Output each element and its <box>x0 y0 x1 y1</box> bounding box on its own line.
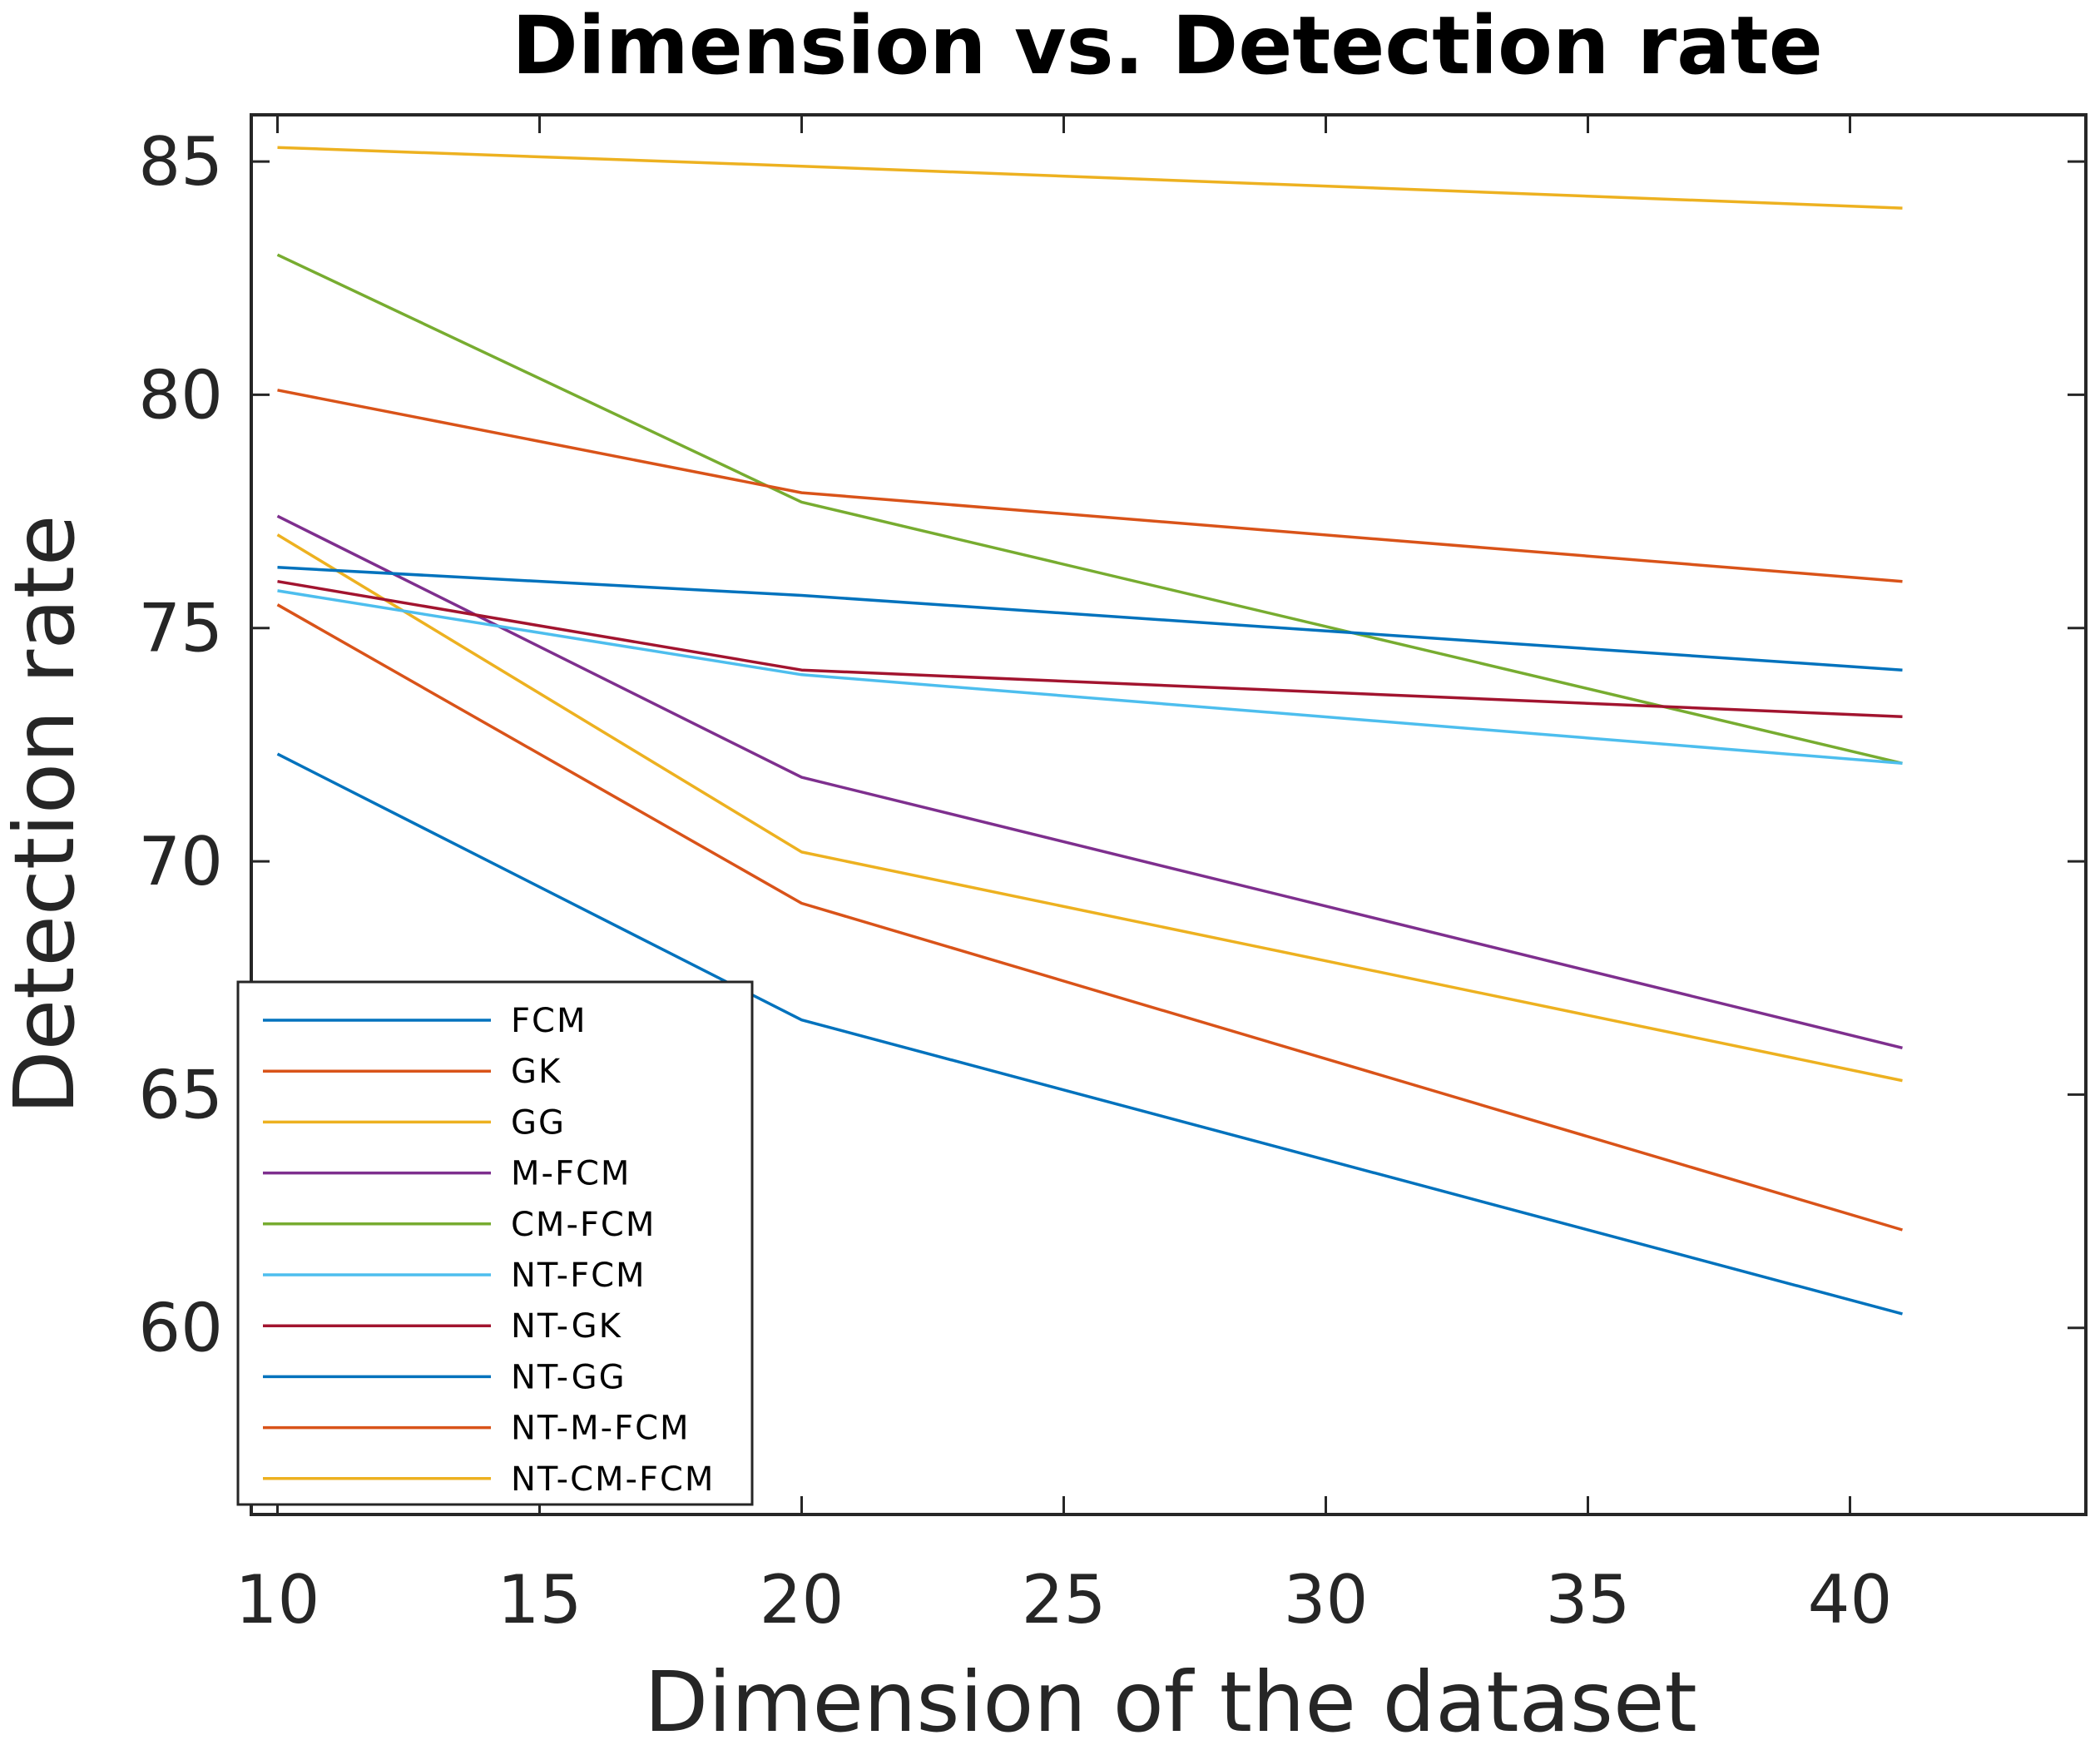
legend-label: GK <box>511 1053 562 1091</box>
y-tick-label: 65 <box>138 1056 223 1133</box>
series-line-cm-fcm <box>276 253 1903 766</box>
legend-label: NT-FCM <box>511 1257 646 1295</box>
series-line-nt-fcm <box>277 589 1903 766</box>
legend-label: NT-GK <box>511 1307 622 1346</box>
y-tick-label: 75 <box>138 590 223 667</box>
series-lines <box>276 146 1903 1316</box>
legend-items: FCM GK GG M-FCM CM-FCM NT-FCM NT-GK NT-GG NT-M-F… <box>263 1002 715 1499</box>
legend-label: GG <box>511 1103 566 1142</box>
legend-label: NT-GG <box>511 1358 627 1396</box>
x-tick-label: 25 <box>1022 1561 1107 1638</box>
x-tick-label: 30 <box>1284 1561 1369 1638</box>
y-axis-label: Detection rate <box>0 515 93 1115</box>
y-tick-label: 70 <box>138 823 223 900</box>
x-tick-label: 35 <box>1546 1561 1631 1638</box>
series-line-m-fcm <box>276 514 1903 1049</box>
series-line-nt-cm-fcm <box>277 146 1903 210</box>
y-tick-label: 80 <box>138 356 223 434</box>
y-tick-labels: 60 65 70 75 80 85 <box>138 123 223 1367</box>
x-tick-label: 10 <box>235 1561 320 1638</box>
x-tick-labels: 10 15 20 25 30 35 40 <box>235 1561 1893 1638</box>
series-line-nt-gk <box>277 579 1903 719</box>
x-tick-label: 15 <box>498 1561 582 1638</box>
y-tick-label: 85 <box>138 123 223 201</box>
series-line-fcm <box>276 752 1903 1316</box>
series-line-gg <box>276 533 1903 1083</box>
x-tick-label: 20 <box>760 1561 844 1638</box>
legend-label: FCM <box>511 1002 587 1040</box>
series-line-nt-gg <box>277 566 1903 672</box>
legend-label: NT-M-FCM <box>511 1410 691 1448</box>
legend: FCM GK GG M-FCM CM-FCM NT-FCM NT-GK NT-GG NT-M-F… <box>236 980 754 1506</box>
legend-box <box>236 980 754 1506</box>
legend-label: M-FCM <box>511 1155 631 1193</box>
series-line-nt-m-fcm <box>277 389 1903 583</box>
legend-label: CM-FCM <box>511 1206 656 1244</box>
legend-label: NT-CM-FCM <box>511 1460 715 1499</box>
chart-title: Dimension vs. Detection rate <box>512 0 1823 92</box>
y-tick-label: 60 <box>138 1290 223 1367</box>
series-line-gk <box>276 603 1903 1232</box>
x-tick-label: 40 <box>1808 1561 1893 1638</box>
x-axis-label: Dimension of the dataset <box>644 1653 1696 1740</box>
